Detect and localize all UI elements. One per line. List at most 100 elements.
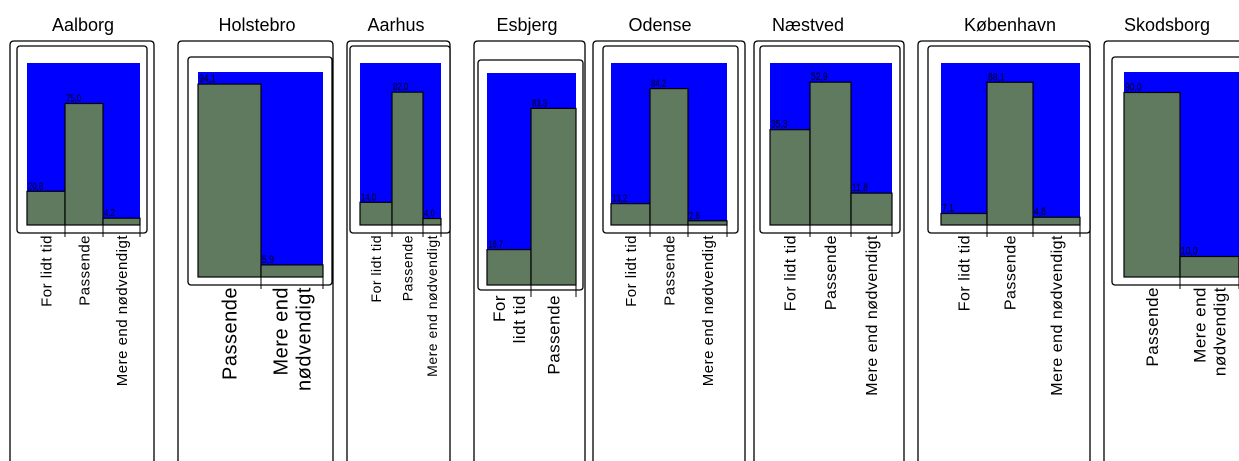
bar <box>986 81 1034 226</box>
tick-label: Passende <box>1003 235 1020 310</box>
chart-title: Næstved <box>772 15 844 35</box>
chart-panel-2: Holstebro 94,1 Passende 5,9 Mere endnødvendi… <box>177 15 334 461</box>
outer-frame <box>592 40 746 461</box>
bar <box>197 83 262 278</box>
bar <box>809 81 852 226</box>
tick-label-line: Mere end <box>271 287 293 376</box>
chart-title: København <box>964 15 1056 35</box>
tick-label-line: Passende <box>399 235 415 301</box>
data-label: 75,0 <box>66 93 81 104</box>
data-label: 16,7 <box>488 239 503 250</box>
tick-label: Mere end nødvendigt <box>114 235 131 387</box>
tick-label-line: Passende <box>661 235 678 306</box>
tick-label: Mere end nødvendigt <box>1049 235 1066 396</box>
tick-label: Mere endnødvendigt <box>1190 287 1229 376</box>
chart-panel-5: Odense 13,2 For lidt tid 84,2 Passende 2,6 Mer… <box>592 15 746 461</box>
data-label: 90,0 <box>1125 82 1142 94</box>
bar <box>64 102 104 226</box>
chart-panel-4: Esbjerg 16,7 Forlidt tid 83,3 Passende <box>473 15 586 461</box>
data-label: 11,8 <box>852 182 869 194</box>
tick-label: Passende <box>1143 287 1162 367</box>
tick-label-line: Mere end <box>1190 287 1209 363</box>
tick-label-line: Mere end nødvendigt <box>700 235 717 387</box>
tick-label-line: Mere end nødvendigt <box>1049 235 1066 396</box>
tick-label: For lidt tid <box>783 235 800 311</box>
data-label: 13,2 <box>612 193 627 204</box>
chart-title: Esbjerg <box>496 15 557 35</box>
chart-title: Odense <box>628 15 691 35</box>
chart-title: Aalborg <box>52 15 114 35</box>
bar <box>649 87 689 226</box>
tick-label-line: Mere end nødvendigt <box>114 235 131 387</box>
tick-label: For lidt tid <box>623 235 640 307</box>
tick-label-line: lidt tid <box>510 295 529 343</box>
data-label: 10,0 <box>1181 246 1198 258</box>
outer-frame <box>177 40 334 461</box>
tick-label: Mere endnødvendigt <box>271 287 316 391</box>
tick-label: For lidt tid <box>957 235 974 311</box>
data-label: 14,0 <box>361 191 376 202</box>
data-label: 20,8 <box>28 180 43 191</box>
tick-label: Passende <box>823 235 840 310</box>
tick-label: Passende <box>661 235 678 306</box>
data-label: 4,8 <box>1034 206 1046 218</box>
outer-frame <box>9 40 155 461</box>
bar <box>486 248 532 286</box>
tick-label-line: Passende <box>220 287 242 380</box>
tick-label-line: Passende <box>544 295 563 375</box>
bar <box>359 201 393 226</box>
chart-panel-7: København 7,1 For lidt tid 88,1 Passende 4,8 M… <box>917 15 1091 461</box>
outer-frame <box>473 40 586 461</box>
bar <box>1179 255 1239 278</box>
tick-label-line: For lidt tid <box>957 235 974 311</box>
bar <box>1032 216 1081 226</box>
tick-label-line: For lidt tid <box>623 235 640 307</box>
bar <box>391 91 424 226</box>
chart-panel-6: Næstved 35,3 For lidt tid 52,9 Passende 11,8 M… <box>753 15 905 461</box>
data-label: 88,1 <box>988 71 1005 83</box>
data-label: 5,9 <box>262 254 274 266</box>
tick-label-line: For lidt tid <box>783 235 800 311</box>
data-label: 2,6 <box>689 210 700 221</box>
tick-label-line: For <box>490 295 509 322</box>
tick-label-line: nødvendigt <box>1210 287 1229 376</box>
bar <box>530 107 577 286</box>
chart-title: Skodsborg <box>1124 15 1210 35</box>
tick-label-line: Passende <box>76 235 93 306</box>
bar <box>26 190 66 226</box>
data-label: 94,1 <box>199 73 216 85</box>
tick-label-line: Mere end nødvendigt <box>424 235 440 377</box>
bar <box>422 217 442 226</box>
data-label: 82,0 <box>393 81 408 92</box>
bar <box>940 212 988 226</box>
tick-label: Passende <box>76 235 93 306</box>
tick-label: Passende <box>399 235 415 301</box>
tick-label-line: Mere end nødvendigt <box>864 235 881 396</box>
chart-panel-8: Skodsborg 90,0 Passende 10,0 Mere endnødvend… <box>1103 15 1239 461</box>
bar <box>687 220 728 226</box>
data-label: 83,3 <box>532 97 547 108</box>
bar <box>769 129 811 226</box>
tick-label-line: For lidt tid <box>368 235 384 302</box>
data-label: 7,1 <box>942 203 954 215</box>
outer-frame <box>917 40 1091 461</box>
bar <box>260 264 324 278</box>
bar <box>1123 91 1181 278</box>
tick-label-line: Passende <box>1003 235 1020 310</box>
tick-label: Mere end nødvendigt <box>700 235 717 387</box>
data-label: 84,2 <box>651 78 666 89</box>
tick-label: Passende <box>220 287 242 380</box>
tick-label-line: For lidt tid <box>38 235 55 307</box>
outer-frame <box>1103 40 1239 461</box>
tick-label: Forlidt tid <box>490 295 529 343</box>
tick-label: For lidt tid <box>368 235 384 302</box>
outer-frame <box>753 40 905 461</box>
bar <box>102 217 141 226</box>
chart-title: Aarhus <box>367 15 424 35</box>
chart-panel-1: Aalborg 20,8 For lidt tid 75,0 Passende 4,2 Me… <box>9 15 155 461</box>
outer-frame <box>346 40 451 461</box>
chart-title: Holstebro <box>218 15 295 35</box>
tick-label-line: Passende <box>1143 287 1162 367</box>
tick-label-line: nødvendigt <box>294 287 316 391</box>
